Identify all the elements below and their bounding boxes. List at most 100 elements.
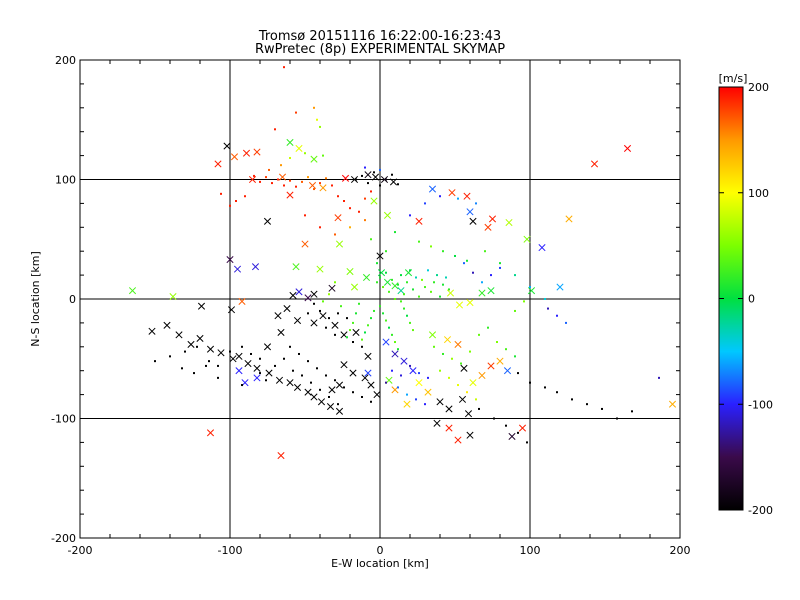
data-point-cross	[206, 345, 215, 353]
data-point-dot	[382, 312, 384, 315]
data-point-cross	[518, 424, 527, 432]
data-point-dot	[463, 262, 465, 265]
data-point-cross	[376, 252, 384, 260]
data-point-dot	[334, 379, 336, 382]
data-point-dot	[337, 403, 339, 406]
data-point-dot	[571, 398, 573, 401]
data-point-cross	[364, 352, 372, 360]
data-point-cross	[409, 367, 417, 375]
data-point-cross	[196, 334, 204, 342]
colorbar-ticks: 200 100 0 -100 -200	[719, 81, 773, 517]
data-point-dot	[259, 372, 261, 375]
data-point-dot	[364, 219, 366, 222]
data-point-cross	[382, 338, 390, 346]
data-point-dot	[241, 384, 243, 387]
data-point-dot	[379, 305, 381, 308]
data-point-cross	[319, 312, 327, 320]
data-point-cross	[415, 217, 423, 225]
data-point-dot	[328, 293, 330, 296]
data-point-cross	[371, 173, 380, 181]
data-point-cross	[229, 355, 237, 363]
y-tick-label: 100	[55, 174, 76, 187]
data-point-cross	[286, 191, 294, 199]
data-point-dot	[529, 286, 531, 289]
data-point-cross	[484, 223, 492, 231]
data-point-dot	[334, 233, 336, 236]
data-point-dot	[409, 364, 411, 367]
data-point-dot	[382, 286, 384, 289]
data-point-dot	[478, 333, 480, 336]
data-point-dot	[544, 298, 546, 300]
data-point-cross	[361, 374, 369, 382]
data-point-dot	[313, 302, 315, 305]
data-point-dot	[361, 174, 363, 177]
data-point-cross	[304, 388, 312, 396]
data-point-cross	[335, 407, 344, 415]
data-point-cross	[230, 153, 239, 161]
data-point-cross	[415, 379, 423, 387]
data-point-cross	[263, 343, 272, 351]
data-point-dot	[484, 250, 486, 253]
data-point-dot	[349, 226, 351, 229]
data-point-dot	[193, 372, 195, 375]
data-point-cross	[503, 367, 512, 375]
data-point-cross	[253, 148, 261, 156]
data-point-cross	[334, 214, 342, 222]
data-point-dot	[457, 384, 459, 387]
data-point-dot	[442, 283, 444, 286]
data-point-cross	[397, 287, 405, 295]
data-point-dot	[433, 345, 435, 348]
data-point-dot	[328, 317, 330, 320]
data-point-dot	[415, 276, 417, 279]
data-point-dot	[313, 188, 315, 191]
data-point-dot	[217, 376, 219, 379]
chart-title: Tromsø 20151116 16:22:00-16:23:43	[258, 29, 501, 44]
data-point-cross	[235, 352, 243, 360]
data-point-dot	[469, 350, 471, 353]
data-point-dot	[439, 295, 441, 298]
data-point-dot	[505, 424, 507, 427]
data-point-dot	[352, 341, 354, 344]
data-point-cross	[197, 302, 206, 310]
data-point-dot	[427, 376, 429, 379]
data-point-cross	[326, 402, 335, 411]
data-point-cross	[292, 263, 300, 271]
data-point-dot	[451, 357, 453, 360]
data-point-dot	[409, 214, 411, 217]
data-point-cross	[487, 287, 495, 295]
data-point-dot	[379, 168, 381, 171]
data-point-dot	[196, 345, 198, 348]
y-tick-label: -100	[51, 413, 76, 426]
data-point-cross	[235, 367, 243, 375]
data-point-cross	[389, 178, 398, 186]
data-point-dot	[631, 410, 633, 413]
data-point-cross	[370, 197, 378, 205]
data-point-dot	[310, 381, 312, 384]
data-point-dot	[364, 166, 366, 169]
data-point-dot	[295, 111, 297, 114]
data-point-dot	[430, 245, 432, 248]
data-point-dot	[253, 174, 255, 177]
data-point-dot	[322, 154, 324, 157]
data-point-cross	[295, 144, 303, 152]
data-point-dot	[241, 345, 243, 348]
data-point-dot	[400, 274, 402, 277]
data-point-dot	[208, 360, 210, 363]
data-point-dot	[301, 374, 303, 377]
data-point-cross	[253, 374, 261, 382]
data-point-dot	[412, 288, 414, 291]
data-point-cross	[350, 175, 359, 184]
data-point-cross	[233, 265, 242, 273]
data-point-cross	[556, 283, 564, 291]
data-point-cross	[335, 381, 344, 389]
data-point-cross	[293, 316, 302, 325]
data-point-cross	[277, 328, 285, 337]
x-tick-label: 200	[670, 544, 691, 557]
data-point-dot	[307, 360, 309, 363]
data-point-cross	[163, 321, 171, 329]
data-point-cross	[244, 359, 252, 368]
data-point-cross	[383, 211, 392, 219]
data-point-dot	[274, 364, 276, 367]
data-point-dot	[334, 281, 336, 284]
data-point-cross	[445, 405, 453, 413]
